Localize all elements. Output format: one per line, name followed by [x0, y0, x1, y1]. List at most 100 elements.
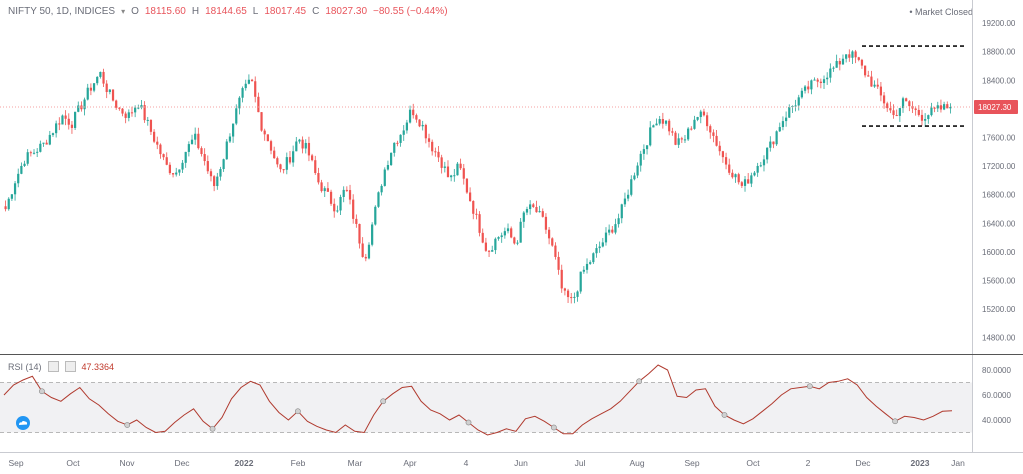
candle-body: [484, 242, 488, 251]
time-tick-label: Mar: [348, 458, 363, 468]
candle-body: [389, 152, 393, 166]
candle-body: [156, 141, 159, 145]
candle-body: [51, 133, 55, 135]
candle-body: [405, 122, 409, 131]
rsi-marker: [806, 383, 813, 390]
candle-body: [547, 229, 551, 239]
candle-body: [364, 256, 367, 259]
candle-body: [762, 159, 766, 166]
settings-icon[interactable]: [47, 361, 59, 372]
candle-body: [219, 169, 222, 177]
candle-body: [105, 83, 108, 93]
candle-body: [29, 152, 32, 154]
candle-body: [513, 237, 516, 244]
candle-body: [377, 192, 380, 207]
candle-body: [20, 165, 23, 174]
candle-body: [674, 132, 677, 145]
candle-body: [23, 163, 26, 166]
candle-body: [190, 139, 194, 145]
candle-body: [140, 105, 143, 108]
candle-body: [554, 245, 557, 257]
candle-body: [905, 98, 908, 102]
candle-body: [96, 76, 99, 84]
candle-body: [345, 189, 348, 191]
candle-body: [497, 237, 500, 239]
candle-body: [7, 198, 10, 210]
candle-body: [61, 115, 64, 125]
candle-body: [200, 148, 203, 155]
candle-body: [58, 123, 61, 125]
candle-body: [595, 248, 598, 254]
candle-body: [231, 123, 235, 137]
dropdown-arrow-icon[interactable]: ▾: [121, 7, 126, 16]
candle-body: [134, 107, 137, 113]
rsi-marker: [294, 408, 301, 415]
candle-body: [863, 65, 867, 76]
candle-body: [304, 142, 307, 149]
candle-body: [570, 297, 573, 299]
candle-body: [152, 131, 156, 142]
candle-body: [860, 59, 864, 66]
candle-body: [367, 244, 371, 259]
candle-body: [235, 108, 238, 124]
candle-body: [781, 121, 785, 128]
candle-body: [870, 76, 873, 87]
candle-body: [930, 107, 933, 116]
candle-body: [491, 250, 494, 252]
candle-body: [778, 127, 781, 132]
rsi-value: 47.3364: [81, 361, 115, 372]
candle-body: [794, 105, 797, 107]
candle-body: [810, 80, 813, 90]
candle-body: [788, 107, 791, 118]
candle-body: [807, 86, 810, 90]
candle-body: [516, 242, 519, 244]
price-tick-label: 14800.00: [982, 334, 1016, 343]
candle-body: [92, 83, 96, 91]
candle-body: [55, 123, 58, 134]
candle-body: [633, 175, 636, 180]
candle-body: [949, 106, 952, 109]
candle-body: [867, 75, 870, 77]
candle-body: [203, 154, 206, 162]
candle-body: [412, 109, 415, 116]
time-tick-label: Nov: [119, 458, 135, 468]
candle-body: [459, 163, 462, 169]
candle-body: [544, 216, 548, 230]
candle-body: [690, 128, 693, 130]
candle-body: [614, 224, 617, 233]
candle-body: [352, 199, 355, 219]
candle-body: [171, 173, 175, 175]
time-tick-label: Apr: [403, 458, 416, 468]
rsi-marker: [892, 418, 899, 425]
candle-body: [826, 77, 829, 80]
candle-body: [797, 97, 800, 106]
candle-body: [680, 138, 683, 140]
symbol-label[interactable]: NIFTY 50, 1D, INDICES: [8, 6, 116, 17]
candle-body: [886, 103, 889, 109]
rsi-legend: RSI (14) 47.3364: [8, 361, 114, 372]
candle-body: [446, 166, 450, 178]
candle-body: [216, 176, 219, 187]
candle-body: [339, 196, 342, 211]
candle-body: [506, 228, 510, 232]
candle-body: [415, 115, 418, 120]
chart-header: NIFTY 50, 1D, INDICES ▾ O 18115.60 H 18144…: [8, 6, 448, 17]
candle-body: [668, 120, 671, 132]
cloud-icon[interactable]: [14, 416, 32, 430]
candle-body: [241, 88, 244, 98]
candle-body: [942, 104, 946, 110]
candle-body: [431, 141, 434, 152]
candle-body: [32, 152, 36, 154]
candle-body: [661, 119, 664, 124]
close-icon[interactable]: [64, 361, 76, 372]
candle-body: [835, 61, 838, 68]
time-tick-label: 2: [806, 458, 811, 468]
candle-body: [437, 151, 440, 158]
candle-body: [649, 127, 652, 146]
candle-body: [750, 175, 753, 184]
open-value: 18115.60: [144, 6, 186, 17]
candle-body: [541, 211, 544, 217]
rsi-tick-label: 60.0000: [982, 391, 1011, 400]
candle-body: [165, 157, 168, 165]
